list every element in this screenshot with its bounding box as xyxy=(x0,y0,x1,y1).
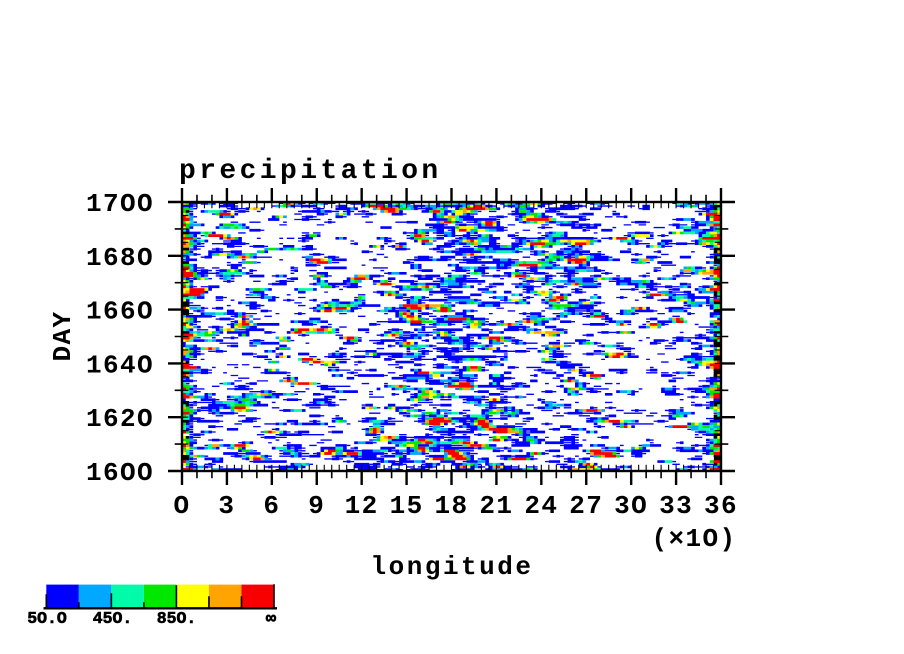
svg-text:24: 24 xyxy=(524,491,558,521)
svg-text:DAY: DAY xyxy=(48,310,78,361)
svg-text:18: 18 xyxy=(434,491,468,521)
svg-text:17OO: 17OO xyxy=(86,189,154,219)
svg-text:9: 9 xyxy=(308,491,325,521)
svg-text:∞: ∞ xyxy=(266,610,277,629)
svg-text:33: 33 xyxy=(659,491,693,521)
svg-text:(×1O): (×1O) xyxy=(651,524,736,554)
svg-text:164O: 164O xyxy=(86,350,154,380)
svg-text:27: 27 xyxy=(569,491,603,521)
svg-text:longitude: longitude xyxy=(371,552,534,582)
svg-text:85O.: 85O. xyxy=(157,609,197,628)
svg-text:168O: 168O xyxy=(86,243,154,273)
svg-text:12: 12 xyxy=(345,491,379,521)
svg-text:O: O xyxy=(173,491,190,521)
svg-text:45O.: 45O. xyxy=(93,609,133,628)
svg-text:15: 15 xyxy=(390,491,424,521)
svg-text:166O: 166O xyxy=(86,297,154,327)
svg-text:6: 6 xyxy=(263,491,280,521)
svg-text:162O: 162O xyxy=(86,404,154,434)
svg-text:36: 36 xyxy=(704,491,738,521)
svg-text:3O: 3O xyxy=(614,491,648,521)
svg-text:3: 3 xyxy=(218,491,235,521)
svg-text:21: 21 xyxy=(479,491,513,521)
svg-text:16OO: 16OO xyxy=(86,458,154,488)
svg-text:5O.O: 5O.O xyxy=(27,609,67,628)
svg-text:precipitation: precipitation xyxy=(179,156,442,187)
